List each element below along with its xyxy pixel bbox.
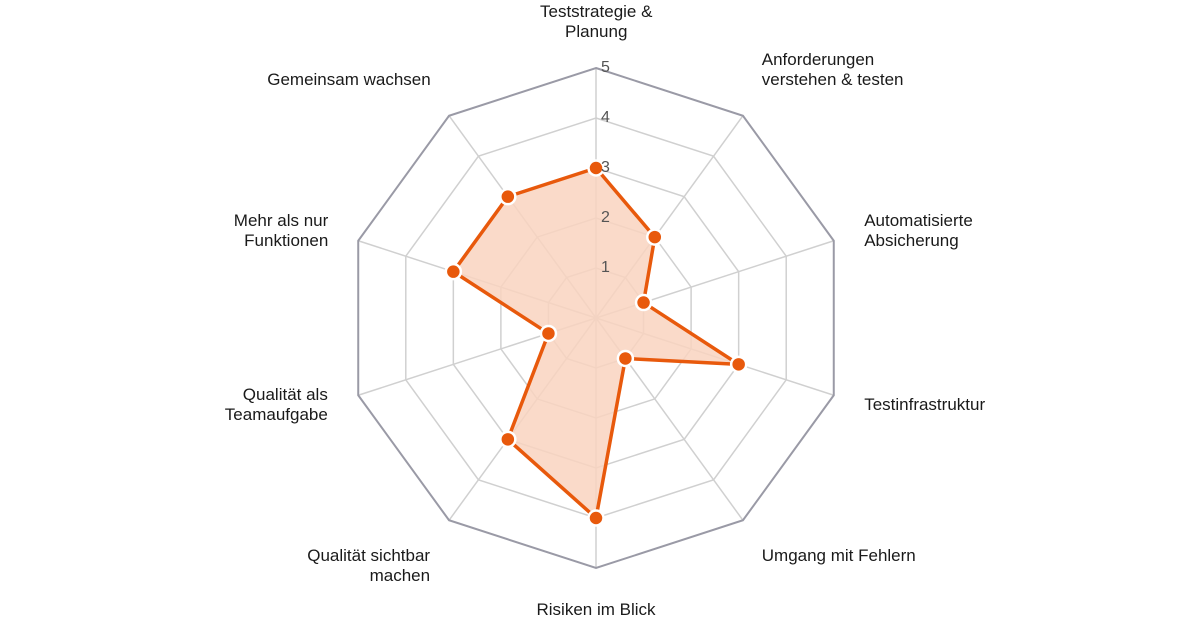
data-point xyxy=(499,187,517,206)
data-point xyxy=(499,430,517,449)
axis-label-line: Qualität als xyxy=(242,385,328,405)
tick-label: 2 xyxy=(601,209,610,226)
axis-label: Teststrategie & Planung xyxy=(540,2,652,42)
axis-label-line: Automatisierte xyxy=(864,210,973,230)
axis-label-line: verstehen & testen xyxy=(761,69,904,89)
axis-label: Gemeinsam wachsen xyxy=(267,70,430,90)
radial-tick-labels: 1 2 3 4 5 xyxy=(601,59,610,276)
data-point xyxy=(587,159,605,177)
tick-label: 1 xyxy=(601,259,610,276)
axis-label-line: Teststrategie & xyxy=(540,2,653,21)
axis-label: Qualität als Teamaufgabe xyxy=(225,385,328,425)
tick-label: 4 xyxy=(601,109,610,126)
axis-label: Qualität sichtbar machen xyxy=(307,546,430,586)
axis-label: Automatisierte Absicherung xyxy=(864,211,973,251)
axis-label-line: Teamaufgabe xyxy=(224,405,328,425)
axis-label-line: Planung xyxy=(565,22,628,41)
data-point xyxy=(616,349,635,368)
data-point xyxy=(729,355,748,374)
data-point xyxy=(646,228,664,246)
axis-label-line: Umgang mit Fehlern xyxy=(761,546,916,566)
axis-label-line: Absicherung xyxy=(864,230,959,250)
axis-label-line: Risiken im Blick xyxy=(536,600,656,619)
data-point xyxy=(587,509,605,527)
radar-outer-ring xyxy=(357,66,835,570)
tick-label: 5 xyxy=(601,59,610,76)
tick-label: 3 xyxy=(601,159,610,176)
data-point xyxy=(634,293,653,312)
series-area xyxy=(451,166,741,520)
axis-label: Anforderungen verstehen & testen xyxy=(762,50,904,90)
axis-label-line: Anforderungen xyxy=(761,49,875,69)
axis-label: Testinfrastruktur xyxy=(864,395,985,415)
data-point xyxy=(444,262,463,281)
axis-label-line: Gemeinsam wachsen xyxy=(267,69,431,89)
axis-label-line: Testinfrastruktur xyxy=(864,395,986,415)
radar-series xyxy=(444,159,748,527)
axis-label: Mehr als nur Funktionen xyxy=(234,211,328,251)
axis-label-line: machen xyxy=(369,566,431,586)
axis-label: Risiken im Blick xyxy=(537,600,656,620)
axis-label: Umgang mit Fehlern xyxy=(762,546,916,566)
axis-label-line: Qualität sichtbar xyxy=(307,546,431,566)
axis-label-line: Funktionen xyxy=(244,230,329,250)
data-point xyxy=(539,324,558,343)
axis-label-line: Mehr als nur xyxy=(233,210,329,230)
